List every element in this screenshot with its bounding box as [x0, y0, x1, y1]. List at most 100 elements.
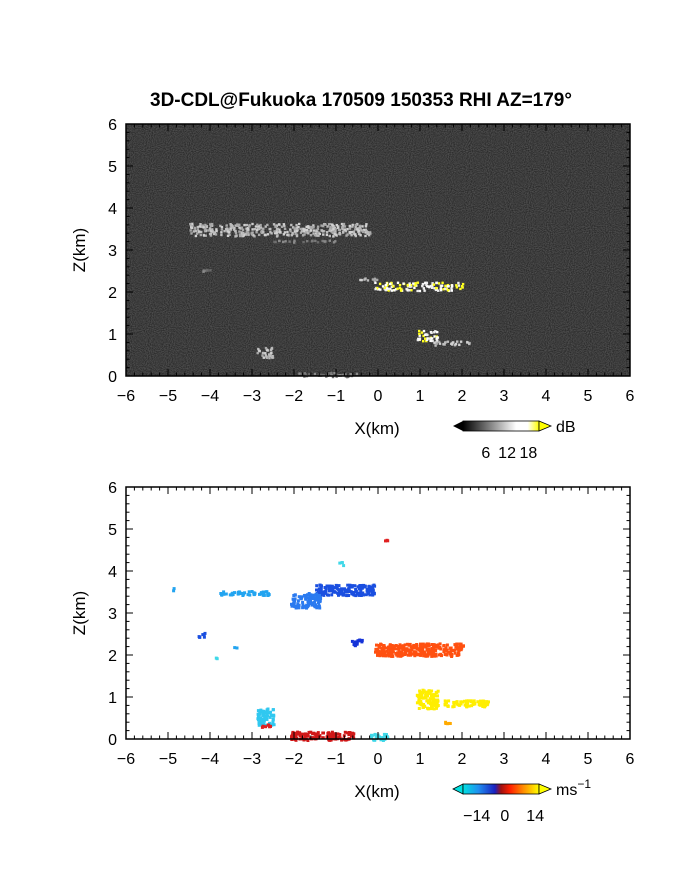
reflectivity-pixel: [254, 225, 258, 228]
reflectivity-pixel: [241, 228, 245, 231]
reflectivity-pixel: [256, 228, 259, 231]
reflectivity-pixel: [424, 337, 427, 340]
velocity-point: [433, 693, 437, 697]
velocity-point: [328, 589, 332, 592]
velocity-point: [360, 640, 364, 644]
reflectivity-pixel: [214, 233, 218, 236]
velocity-point: [312, 731, 316, 735]
reflectivity-pixel: [269, 230, 272, 234]
reflectivity-colorbar-unit: dB: [556, 419, 576, 436]
reflectivity-pixel: [416, 289, 419, 293]
reflectivity-pixel: [450, 285, 454, 288]
y-tick-label: 4: [108, 201, 117, 218]
reflectivity-pixel: [384, 284, 387, 287]
reflectivity-pixel: [355, 372, 359, 376]
velocity-point: [367, 590, 371, 594]
reflectivity-pixel: [328, 372, 331, 375]
reflectivity-pixel: [312, 229, 316, 232]
x-tick-label: 3: [500, 751, 509, 768]
reflectivity-pixel: [275, 227, 279, 231]
velocity-point: [437, 646, 441, 650]
reflectivity-pixel: [340, 222, 344, 226]
velocity-point: [313, 600, 317, 604]
reflectivity-pixel: [309, 234, 313, 237]
reflectivity-pixel: [354, 223, 357, 227]
reflectivity-pixel: [365, 230, 368, 233]
reflectivity-pixel: [459, 340, 463, 343]
x-tick-label: −1: [327, 751, 345, 768]
reflectivity-pixel: [250, 232, 253, 235]
reflectivity-pixel: [431, 284, 434, 287]
reflectivity-pixel: [303, 228, 306, 231]
velocity-point: [304, 597, 308, 601]
velocity-point: [415, 643, 419, 646]
x-tick-label: 5: [584, 751, 593, 768]
reflectivity-pixel: [359, 234, 362, 237]
reflectivity-colorbar-tick-labels: 6 12 18: [481, 445, 537, 462]
reflectivity-pixel: [284, 240, 287, 243]
velocity-point: [444, 701, 448, 704]
reflectivity-pixel: [418, 289, 422, 293]
reflectivity-pixel: [408, 283, 411, 287]
reflectivity-pixel: [357, 226, 360, 230]
x-tick-label: 3: [500, 388, 509, 405]
velocity-point: [445, 643, 449, 647]
reflectivity-pixel: [305, 231, 309, 234]
reflectivity-pixel: [435, 342, 438, 345]
reflectivity-pixel: [468, 342, 471, 346]
velocity-point: [427, 642, 431, 646]
reflectivity-pixel: [236, 223, 239, 226]
velocity-point: [313, 736, 317, 740]
velocity-point: [434, 706, 438, 710]
reflectivity-pixel: [228, 230, 231, 234]
velocity-point: [261, 709, 264, 713]
x-tick-label: 1: [416, 751, 425, 768]
reflectivity-pixel: [392, 285, 395, 288]
velocity-point: [386, 539, 390, 543]
velocity-point: [371, 593, 375, 597]
reflectivity-pixel: [325, 231, 329, 234]
reflectivity-pixel: [316, 241, 320, 244]
velocity-point: [340, 591, 344, 595]
velocity-point: [378, 735, 382, 739]
velocity-point: [351, 591, 354, 595]
reflectivity-pixel: [325, 233, 329, 237]
velocity-point: [354, 587, 358, 591]
velocity-point: [293, 597, 297, 601]
velocity-point: [429, 702, 432, 706]
velocity-point: [446, 704, 450, 708]
velocity-point: [373, 732, 377, 736]
reflectivity-pixel: [258, 233, 261, 236]
reflectivity-pixel: [277, 231, 280, 234]
reflectivity-pixel: [387, 289, 390, 292]
reflectivity-pixel: [282, 233, 286, 236]
reflectivity-pixel: [342, 222, 346, 226]
velocity-point: [321, 591, 325, 594]
reflectivity-pixel: [445, 287, 448, 290]
velocity-point: [435, 645, 439, 648]
velocity-point: [446, 722, 450, 726]
reflectivity-pixel: [330, 227, 333, 230]
velocity-point: [258, 710, 262, 714]
velocity-point: [418, 691, 422, 694]
velocity-point: [427, 700, 431, 704]
reflectivity-pixel: [386, 283, 389, 287]
reflectivity-pixel: [461, 282, 465, 286]
velocity-point: [461, 700, 464, 704]
reflectivity-pixel: [220, 231, 223, 234]
velocity-point: [296, 730, 300, 734]
velocity-point: [270, 713, 274, 717]
reflectivity-pixel: [402, 282, 405, 285]
reflectivity-pixel: [273, 240, 276, 243]
reflectivity-pixel: [378, 282, 382, 286]
velocity-point: [431, 645, 435, 649]
reflectivity-pixel: [196, 228, 200, 231]
velocity-point: [355, 641, 359, 645]
velocity-point: [374, 650, 377, 654]
velocity-point: [241, 591, 245, 595]
velocity-point: [378, 652, 382, 656]
velocity-point: [384, 733, 388, 736]
reflectivity-pixel: [288, 240, 291, 243]
reflectivity-pixel: [264, 233, 267, 237]
